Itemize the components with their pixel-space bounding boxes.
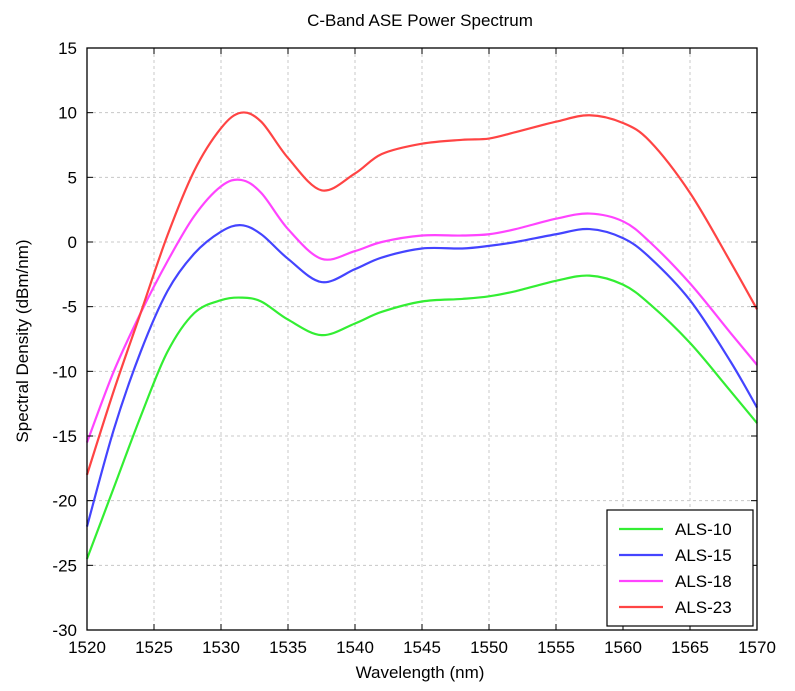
series-line-als-23 xyxy=(85,111,758,476)
series-line-als-18 xyxy=(85,178,758,443)
plot-series xyxy=(85,111,758,560)
series-line-als-10 xyxy=(85,274,758,560)
x-tick-label: 1525 xyxy=(135,638,173,657)
y-tick-label: 10 xyxy=(58,104,77,123)
legend-label: ALS-10 xyxy=(675,520,732,539)
legend-label: ALS-18 xyxy=(675,572,732,591)
x-tick-label: 1545 xyxy=(403,638,441,657)
chart-title: C-Band ASE Power Spectrum xyxy=(307,11,533,30)
y-axis-label: Spectral Density (dBm/nm) xyxy=(13,239,32,442)
series-line-als-15 xyxy=(85,224,758,527)
y-tick-label: -15 xyxy=(52,427,77,446)
y-tick-label: -25 xyxy=(52,556,77,575)
x-tick-label: 1550 xyxy=(470,638,508,657)
y-tick-label: -10 xyxy=(52,362,77,381)
x-tick-label: 1560 xyxy=(604,638,642,657)
y-tick-label: -30 xyxy=(52,621,77,640)
y-tick-label: 5 xyxy=(68,168,77,187)
x-tick-label: 1520 xyxy=(68,638,106,657)
axis-ticks: 1520 1525 1530 1535 1540 1545 1550 1555 1560 1565… xyxy=(52,39,775,657)
x-tick-label: 1565 xyxy=(671,638,709,657)
legend-label: ALS-15 xyxy=(675,546,732,565)
x-tick-label: 1570 xyxy=(738,638,776,657)
x-tick-label: 1530 xyxy=(202,638,240,657)
y-tick-label: -5 xyxy=(62,298,77,317)
x-axis-label: Wavelength (nm) xyxy=(356,663,485,682)
y-tick-label: 15 xyxy=(58,39,77,58)
x-tick-label: 1555 xyxy=(537,638,575,657)
y-tick-label: -20 xyxy=(52,492,77,511)
legend: ALS-10 ALS-15 ALS-18 ALS-23 xyxy=(606,509,754,627)
x-tick-label: 1540 xyxy=(336,638,374,657)
y-tick-label: 0 xyxy=(68,233,77,252)
legend-label: ALS-23 xyxy=(675,598,732,617)
x-tick-label: 1535 xyxy=(269,638,307,657)
